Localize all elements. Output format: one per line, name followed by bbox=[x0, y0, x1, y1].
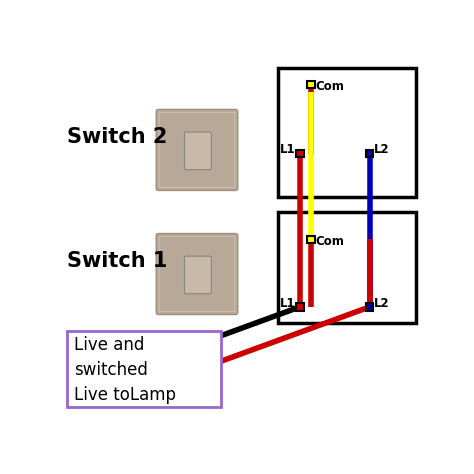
FancyBboxPatch shape bbox=[156, 109, 238, 191]
Bar bbox=[278, 212, 416, 323]
Bar bbox=[66, 331, 221, 407]
Bar bbox=[296, 150, 303, 157]
Text: L2: L2 bbox=[374, 144, 390, 156]
Bar bbox=[296, 303, 303, 310]
Text: Switch 2: Switch 2 bbox=[66, 127, 167, 147]
Bar bbox=[366, 150, 374, 157]
FancyBboxPatch shape bbox=[184, 256, 211, 294]
Bar bbox=[366, 303, 374, 310]
Text: Com: Com bbox=[315, 235, 344, 248]
Text: L1: L1 bbox=[280, 144, 295, 156]
Text: Live and
switched
Live toLamp: Live and switched Live toLamp bbox=[74, 336, 176, 404]
FancyBboxPatch shape bbox=[184, 132, 211, 170]
Bar bbox=[307, 81, 315, 88]
Text: Switch 1: Switch 1 bbox=[66, 251, 167, 271]
Bar bbox=[278, 68, 416, 197]
Text: L1: L1 bbox=[280, 297, 295, 310]
Text: Com: Com bbox=[315, 80, 344, 92]
Bar bbox=[307, 236, 315, 243]
FancyBboxPatch shape bbox=[156, 234, 238, 315]
Text: L2: L2 bbox=[374, 297, 390, 310]
